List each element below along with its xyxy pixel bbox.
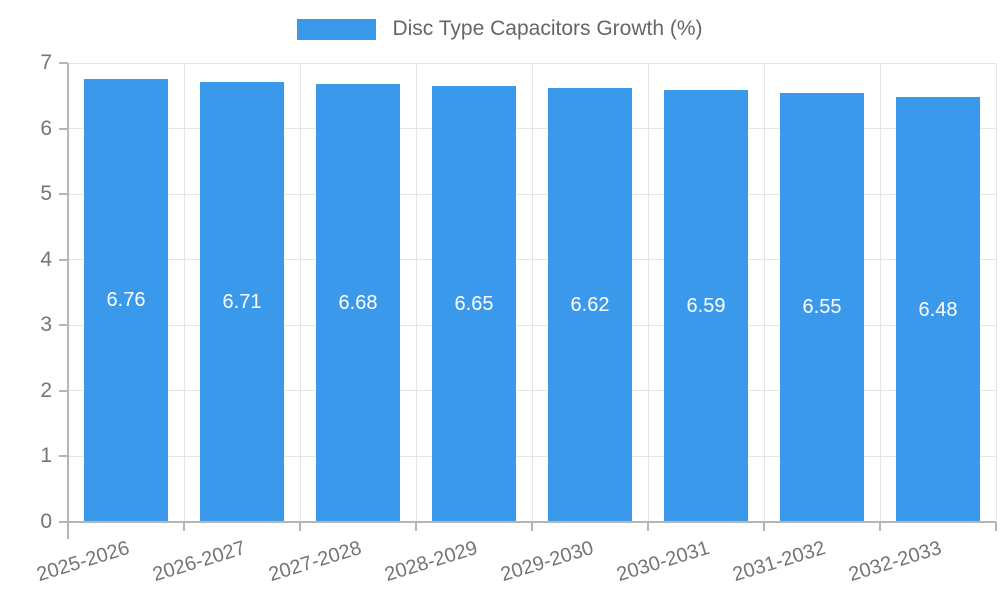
gridline-vertical xyxy=(647,63,649,522)
y-tick-label: 2 xyxy=(40,378,52,402)
bar[interactable] xyxy=(548,87,632,522)
y-axis-tick xyxy=(59,62,68,64)
x-tick-label: 2026-2027 xyxy=(150,537,249,587)
gridline-vertical xyxy=(415,63,417,522)
x-axis-tick xyxy=(879,522,881,531)
x-tick-label: 2030-2031 xyxy=(614,537,713,587)
x-axis-tick xyxy=(763,522,765,531)
bar[interactable] xyxy=(316,83,400,522)
gridline-vertical xyxy=(763,63,765,522)
bar[interactable] xyxy=(432,85,516,522)
y-axis-tick xyxy=(59,258,68,261)
y-tick-label: 0 xyxy=(40,510,52,533)
y-tick-label: 6 xyxy=(40,116,52,140)
bar-value-label: 6.68 xyxy=(338,291,378,314)
gridline-vertical xyxy=(531,63,533,522)
x-tick-label: 2032-2033 xyxy=(846,537,945,587)
bar[interactable] xyxy=(84,78,168,522)
y-axis-line xyxy=(67,63,69,539)
legend[interactable]: Disc Type Capacitors Growth (%) xyxy=(0,17,1000,41)
bar-value-label: 6.76 xyxy=(106,289,146,312)
gridline-vertical xyxy=(183,63,185,522)
x-axis-tick xyxy=(415,522,417,531)
legend-label: Disc Type Capacitors Growth (%) xyxy=(392,17,703,40)
x-axis-tick xyxy=(531,522,533,531)
bar[interactable] xyxy=(200,82,284,522)
y-tick-label: 3 xyxy=(40,313,52,337)
bar-value-label: 6.62 xyxy=(570,293,610,316)
bar-value-label: 6.71 xyxy=(222,291,262,313)
bar-value-label: 6.65 xyxy=(454,292,494,315)
gridline-vertical xyxy=(995,63,997,522)
bar[interactable] xyxy=(780,92,864,522)
y-tick-label: 7 xyxy=(40,51,52,74)
bar[interactable] xyxy=(664,89,748,522)
y-tick-label: 1 xyxy=(40,444,52,468)
y-axis-tick xyxy=(59,389,68,392)
x-tick-label: 2029-2030 xyxy=(498,537,597,587)
x-tick-label: 2028-2029 xyxy=(382,537,481,587)
x-tick-label: 2031-2032 xyxy=(730,537,829,587)
y-axis-tick xyxy=(59,127,68,130)
x-axis-tick xyxy=(299,522,301,531)
x-axis-tick xyxy=(647,522,649,531)
bar-value-label: 6.48 xyxy=(918,298,958,321)
y-axis-tick xyxy=(59,193,68,196)
y-axis-tick xyxy=(59,521,68,523)
gridline-vertical xyxy=(299,63,301,522)
x-axis-tick xyxy=(183,522,185,531)
y-tick-label: 5 xyxy=(40,182,52,206)
x-axis-tick xyxy=(67,522,69,531)
gridline-vertical xyxy=(879,63,881,522)
y-axis-tick xyxy=(59,455,68,458)
x-axis-tick xyxy=(995,522,997,531)
y-tick-label: 4 xyxy=(40,247,52,271)
bar-value-label: 6.55 xyxy=(802,296,842,319)
y-axis-tick xyxy=(59,324,68,327)
x-tick-label: 2027-2028 xyxy=(266,537,365,587)
bar-value-label: 6.59 xyxy=(686,294,726,317)
legend-swatch-icon xyxy=(297,18,377,40)
x-tick-label: 2025-2026 xyxy=(34,537,133,587)
bar[interactable] xyxy=(896,97,980,522)
